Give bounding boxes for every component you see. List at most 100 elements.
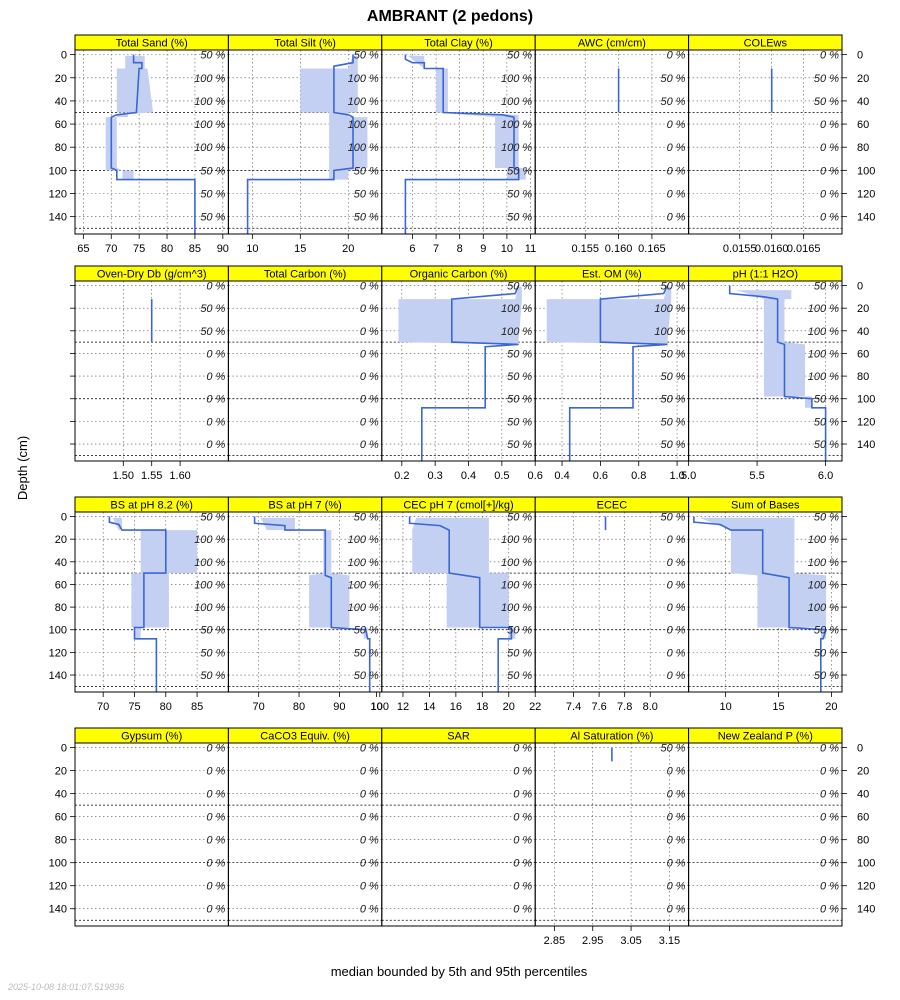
panel-strip-label: Oven-Dry Db (g/cm^3) [97,269,207,281]
pct-label: 0 % [360,743,379,755]
median-line [728,285,827,461]
percentile-band [699,517,827,692]
pct-label: 50 % [507,439,532,451]
y-tick-label: 80 [857,371,869,383]
pct-label: 0 % [360,394,379,406]
percentile-band [247,55,368,234]
pct-label: 50 % [507,188,532,200]
pct-label: 100 % [501,96,532,108]
x-tick-label: 9 [480,243,486,255]
x-tick-label: 0.0155 [723,243,757,255]
pct-label: 0 % [360,789,379,801]
pct-label: 100 % [808,326,839,338]
pct-label: 0 % [513,789,532,801]
y-tick-label: 40 [857,789,869,801]
median-line [110,54,196,234]
pct-label: 100 % [501,534,532,546]
percentile-band [736,290,826,461]
pct-label: 0 % [206,904,225,916]
pct-label: 0 % [206,812,225,824]
pct-label: 50 % [507,647,532,659]
pct-label: 0 % [820,743,839,755]
pct-label: 0 % [206,766,225,778]
pct-label: 50 % [661,743,686,755]
panel-plot-area [381,50,536,234]
pct-label: 0 % [513,881,532,893]
x-tick-label: 16 [450,701,462,713]
x-tick-label: 100 [371,701,389,713]
pct-label: 50 % [354,670,379,682]
x-tick-label: 0.165 [638,243,666,255]
pct-label: 50 % [354,165,379,177]
pct-label: 100 % [501,73,532,85]
percentile-band [105,55,195,234]
pct-label: 0 % [206,858,225,870]
pct-label: 50 % [507,512,532,524]
pct-label: 100 % [194,557,225,569]
panel-frame [688,280,843,462]
x-tick-label: 75 [128,701,140,713]
y-tick-label: 120 [49,647,67,659]
pct-label: 100 % [654,303,685,315]
panel-plot-area [381,512,536,692]
pct-label: 0 % [513,743,532,755]
chart-title: AMBRANT (2 pedons) [367,8,533,25]
panel-17: SAR 0 % 0 % 0 % 0 % 0 % 0 % 0 % 0 % [381,727,536,927]
pct-label: 0 % [513,858,532,870]
pct-label: 50 % [814,439,839,451]
pct-label: 50 % [354,625,379,637]
median-line [253,516,371,692]
percentile-band [412,517,516,692]
pct-label: 0 % [360,348,379,360]
panel-3: AWC (cm/cm) 0 % 50 % 50 % 0 % 0 % 0 % 0 % 0 % 0.1… [534,34,690,255]
y-tick-label: 0 [61,743,67,755]
pct-label: 100 % [654,326,685,338]
x-tick-label: 18 [476,701,488,713]
x-tick-label: 0.0165 [787,243,821,255]
pct-label: 0 % [667,212,686,224]
pct-label: 50 % [507,625,532,637]
x-tick-label: 10 [246,243,258,255]
panel-plot-area [75,281,229,461]
y-tick-label: 60 [55,119,67,131]
x-tick-label: 8.0 [643,701,658,713]
panel-10: BS at pH 8.2 (%) 50 % 100 % 100 % 100 % 100 %… [74,496,229,713]
y-tick-label: 0 [857,50,863,62]
panel-strip-label: Total Sand (%) [116,38,188,50]
x-tick-label: 0.160 [605,243,633,255]
pct-label: 0 % [360,812,379,824]
pct-label: 100 % [194,602,225,614]
y-tick-label: 100 [49,858,67,870]
pct-label: 0 % [667,647,686,659]
panel-16: CaCO3 Equiv. (%) 0 % 0 % 0 % 0 % 0 % 0 % 0 % 0 % [227,727,383,927]
pct-label: 100 % [194,579,225,591]
pct-label: 100 % [194,142,225,154]
pct-label: 0 % [667,670,686,682]
pct-label: 100 % [501,326,532,338]
pct-label: 100 % [808,557,839,569]
x-tick-label: 7 [433,243,439,255]
x-tick-label: 10 [370,701,382,713]
y-tick-label: 80 [55,835,67,847]
pct-label: 100 % [348,119,379,131]
y-tick-label: 140 [857,439,875,451]
y-tick-label: 40 [857,96,869,108]
pct-label: 50 % [814,73,839,85]
y-tick-label: 120 [49,881,67,893]
x-tick-label: 0.3 [428,470,443,482]
y-axis-title: Depth (cm) [15,436,30,500]
pct-label: 0 % [206,281,225,293]
x-tick-label: 0.8 [631,470,646,482]
pct-label: 50 % [507,281,532,293]
panel-strip-label: Organic Carbon (%) [410,269,508,281]
pct-label: 0 % [206,743,225,755]
pct-label: 50 % [200,512,225,524]
pct-label: 50 % [354,647,379,659]
pct-label: 0 % [513,766,532,778]
x-tick-label: 0.155 [571,243,599,255]
x-tick-label: 0.5 [494,470,509,482]
pct-label: 50 % [200,165,225,177]
pct-label: 100 % [348,557,379,569]
y-tick-label: 20 [55,73,67,85]
